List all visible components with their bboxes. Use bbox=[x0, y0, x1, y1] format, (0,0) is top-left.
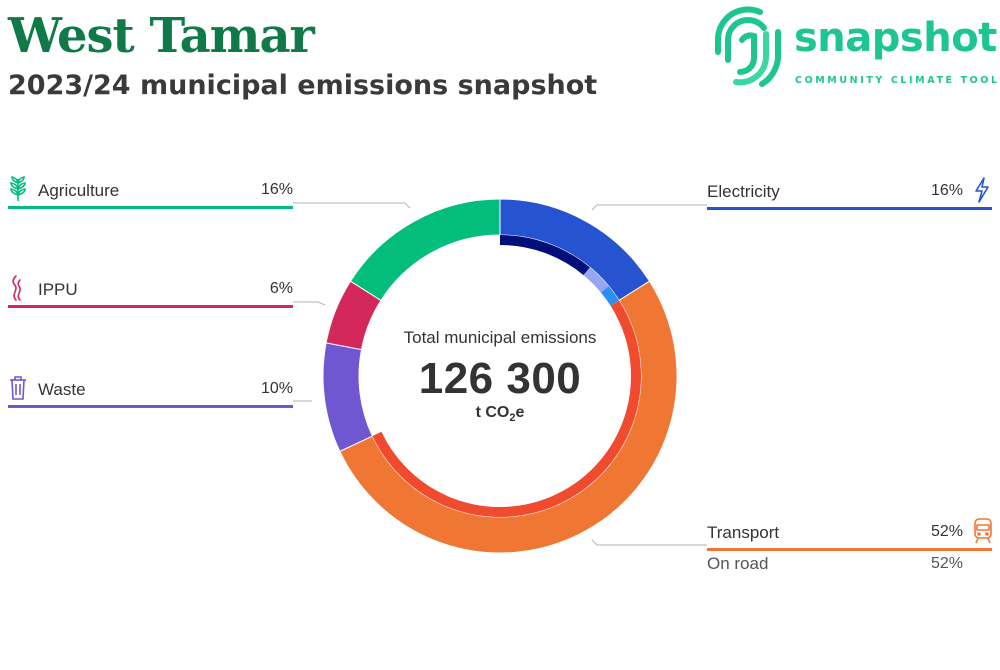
legend-percent: 10% bbox=[260, 380, 293, 397]
donut-subslice-electricity-2 bbox=[600, 286, 620, 306]
page-title: West Tamar bbox=[8, 8, 315, 64]
legend-agriculture: Agriculture 16% bbox=[8, 176, 293, 221]
fingerprint-logo-icon bbox=[715, 6, 781, 87]
legend-label: Transport bbox=[707, 523, 780, 542]
legend-label: Agriculture bbox=[38, 181, 120, 200]
legend-bar bbox=[8, 305, 293, 308]
train-icon bbox=[972, 517, 992, 545]
connector-line bbox=[293, 301, 326, 306]
legend-bar bbox=[707, 207, 992, 210]
legend-transport: Transport 52% bbox=[707, 518, 992, 563]
lightning-icon bbox=[972, 176, 992, 204]
logo-tagline: COMMUNITY CLIMATE TOOL bbox=[795, 75, 1000, 86]
legend-percent: 6% bbox=[269, 280, 293, 297]
total-value: 126 300 bbox=[418, 354, 582, 403]
legend-waste: Waste 10% bbox=[8, 376, 293, 420]
legend-percent: 16% bbox=[930, 182, 963, 199]
donut-slice-agriculture bbox=[349, 198, 501, 302]
total-label: Total municipal emissions bbox=[403, 328, 597, 347]
legend-percent: 16% bbox=[260, 181, 293, 198]
legend-bar bbox=[8, 405, 293, 408]
legend-label: Electricity bbox=[707, 182, 780, 201]
donut-subslice-electricity-0 bbox=[500, 235, 590, 276]
legend-ippu: IPPU 6% bbox=[8, 275, 293, 320]
plant-icon bbox=[8, 175, 28, 203]
connector-line bbox=[591, 539, 707, 546]
legend-bar bbox=[707, 548, 992, 551]
legend-label: IPPU bbox=[38, 280, 78, 299]
page-subtitle: 2023/24 municipal emissions snapshot bbox=[8, 70, 598, 101]
connector-line bbox=[293, 202, 411, 209]
legend-sub-label: On road bbox=[707, 554, 769, 573]
legend-electricity: Electricity 16% bbox=[707, 177, 992, 222]
bin-icon bbox=[8, 374, 28, 402]
legend-bar bbox=[8, 206, 293, 209]
donut-subslice-electricity-1 bbox=[583, 267, 609, 293]
donut-slice-electricity bbox=[499, 198, 651, 302]
connector-line bbox=[591, 204, 707, 211]
legend-label: Waste bbox=[38, 380, 86, 399]
total-unit: t CO2e bbox=[475, 404, 525, 425]
legend-sub-percent: 52% bbox=[931, 555, 964, 572]
smoke-icon bbox=[8, 274, 28, 302]
legend-percent: 52% bbox=[930, 523, 963, 540]
snapshot-logo: snapshot COMMUNITY CLIMATE TOOL bbox=[712, 0, 1000, 92]
logo-wordmark: snapshot bbox=[794, 15, 997, 61]
